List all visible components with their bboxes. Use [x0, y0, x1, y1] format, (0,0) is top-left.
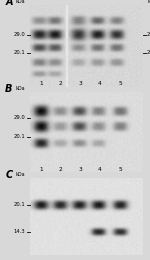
Text: 1: 1	[39, 167, 43, 172]
Text: 2: 2	[58, 81, 62, 86]
Text: 29.0: 29.0	[14, 32, 26, 37]
Text: 1: 1	[39, 81, 43, 86]
Text: 29.0: 29.0	[147, 32, 150, 37]
Text: kDa: kDa	[16, 172, 26, 177]
Text: kDa: kDa	[16, 86, 26, 91]
Text: 29.0: 29.0	[14, 115, 26, 120]
Text: 20.1: 20.1	[14, 203, 26, 207]
Text: 14.3: 14.3	[14, 229, 26, 234]
Text: 4: 4	[97, 81, 101, 86]
Text: 5: 5	[118, 167, 122, 172]
Text: 20.1: 20.1	[14, 50, 26, 55]
Text: kDa: kDa	[147, 0, 150, 4]
Text: 4: 4	[97, 167, 101, 172]
Text: B: B	[5, 84, 13, 94]
Text: kDa: kDa	[16, 0, 26, 4]
Text: 3: 3	[78, 167, 82, 172]
Text: 5: 5	[118, 81, 122, 86]
Text: 20.1: 20.1	[147, 50, 150, 55]
Text: 2: 2	[58, 167, 62, 172]
Text: 20.1: 20.1	[14, 134, 26, 139]
Text: C: C	[5, 171, 12, 180]
Text: A: A	[5, 0, 13, 7]
Text: 3: 3	[78, 81, 82, 86]
